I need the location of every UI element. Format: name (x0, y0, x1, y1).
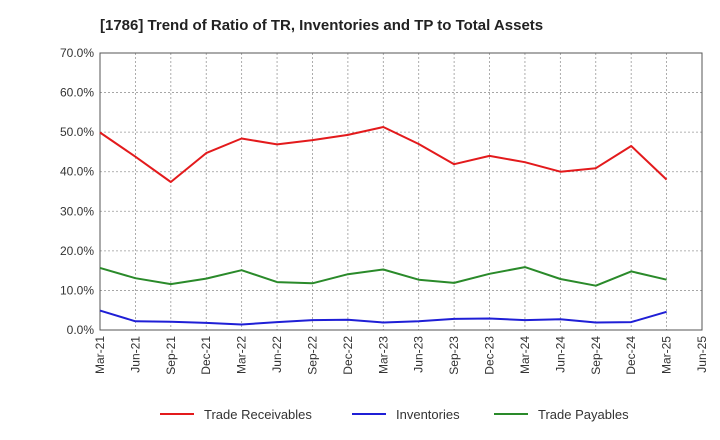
y-tick-label: 0.0% (67, 323, 95, 337)
legend-label: Trade Payables (538, 407, 629, 422)
x-tick-label: Sep-22 (305, 336, 319, 375)
x-tick-label: Jun-25 (695, 336, 709, 373)
y-tick-label: 10.0% (60, 283, 94, 297)
legend-label: Inventories (396, 407, 460, 422)
x-tick-label: Sep-21 (164, 336, 178, 375)
y-tick-label: 40.0% (60, 165, 94, 179)
x-tick-label: Jun-22 (270, 336, 284, 373)
series-lines (99, 126, 668, 326)
x-tick-label: Mar-21 (93, 336, 107, 374)
x-tick-label: Dec-21 (199, 336, 213, 375)
x-tick-label: Mar-23 (376, 336, 390, 374)
y-tick-label: 70.0% (60, 46, 94, 60)
x-tick-label: Mar-22 (235, 336, 249, 374)
x-tick-label: Sep-23 (447, 336, 461, 375)
x-tick-label: Mar-24 (518, 336, 532, 374)
y-tick-label: 50.0% (60, 125, 94, 139)
x-tick-label: Jun-23 (412, 336, 426, 373)
y-tick-label: 20.0% (60, 244, 94, 258)
grid (99, 52, 703, 331)
x-tick-label: Jun-21 (128, 336, 142, 373)
series-line-inventories (99, 309, 667, 326)
x-tick-label: Dec-22 (341, 336, 355, 375)
x-axis: Mar-21 Jun-21 Sep-21 Dec-21 Mar-22 Jun-22 Sep-… (93, 336, 709, 375)
y-axis: 0.0% 10.0% 20.0% 30.0% 40.0% 50.0% 60.0% 70.0% (60, 46, 94, 337)
plot-area (99, 52, 703, 331)
x-tick-label: Sep-24 (589, 336, 603, 375)
legend-label: Trade Receivables (204, 407, 312, 422)
series-line-trade-receivables (99, 126, 668, 183)
legend: Trade Receivables Inventories Trade Payabl… (160, 407, 629, 422)
x-tick-label: Jun-24 (553, 336, 567, 373)
series-line-trade-payables (99, 266, 667, 287)
x-tick-label: Mar-25 (660, 336, 674, 374)
x-tick-label: Dec-23 (483, 336, 497, 375)
chart-title: [1786] Trend of Ratio of TR, Inventories… (100, 17, 543, 34)
y-tick-label: 60.0% (60, 86, 94, 100)
y-tick-label: 30.0% (60, 204, 94, 218)
x-tick-label: Dec-24 (624, 336, 638, 375)
